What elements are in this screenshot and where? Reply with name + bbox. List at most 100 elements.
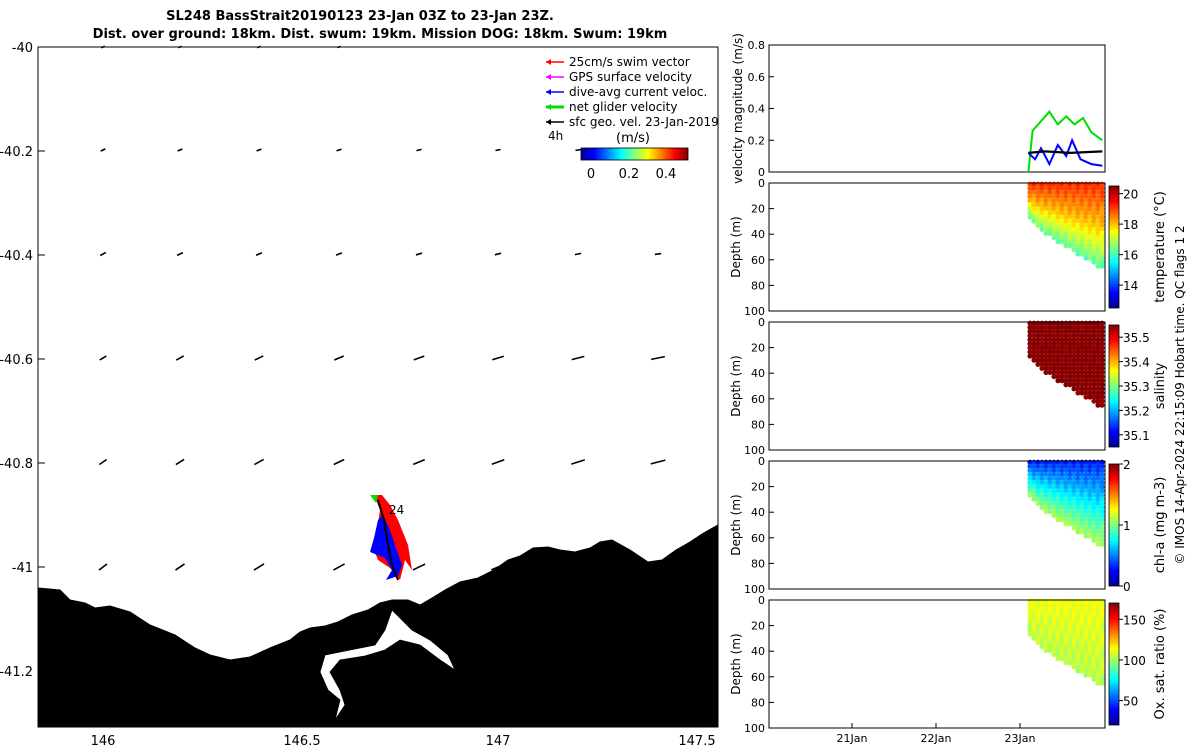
profile-point bbox=[1095, 463, 1101, 469]
profile-point bbox=[1099, 508, 1105, 515]
profile-point bbox=[1075, 337, 1081, 343]
profile-point bbox=[1059, 222, 1065, 228]
profile-point bbox=[1079, 512, 1085, 519]
legend-label: net glider velocity bbox=[569, 100, 677, 114]
lon-tick-label: 147.5 bbox=[678, 734, 715, 749]
profile-point bbox=[1059, 627, 1065, 633]
profile-point bbox=[1059, 651, 1065, 658]
profile-point bbox=[1095, 394, 1101, 400]
profile-point bbox=[1067, 198, 1073, 204]
profile-point bbox=[1083, 332, 1089, 339]
profile-point bbox=[1035, 324, 1041, 330]
profile-point bbox=[1055, 328, 1061, 335]
profile-point bbox=[1043, 214, 1049, 220]
profile-point bbox=[1063, 521, 1069, 527]
profile-point bbox=[1071, 189, 1077, 196]
profile-point bbox=[1083, 651, 1089, 658]
profile-point bbox=[1083, 467, 1089, 474]
profile-point bbox=[1051, 222, 1057, 228]
profile-point bbox=[1099, 623, 1105, 629]
profile-point bbox=[1059, 198, 1065, 204]
profile-point bbox=[1055, 365, 1061, 371]
profile-point bbox=[1095, 373, 1101, 380]
profile-point bbox=[1075, 517, 1081, 523]
profile-point bbox=[1087, 533, 1093, 539]
profile-point bbox=[1039, 365, 1045, 371]
legend-label: GPS surface velocity bbox=[569, 70, 692, 84]
profile-point bbox=[1051, 332, 1057, 339]
profile-point bbox=[1083, 239, 1089, 245]
profile-point bbox=[1075, 484, 1081, 490]
profile-point bbox=[1035, 606, 1041, 613]
profile-point bbox=[1043, 606, 1049, 613]
profile-point bbox=[1035, 189, 1041, 196]
profile-point bbox=[1091, 206, 1097, 212]
profile-point bbox=[1087, 251, 1093, 257]
profile-point bbox=[1087, 210, 1093, 216]
profile-point bbox=[1087, 394, 1093, 400]
profile-point bbox=[1063, 341, 1069, 347]
profile-point bbox=[1087, 508, 1093, 515]
map-frame bbox=[37, 46, 719, 728]
profile-point bbox=[1039, 496, 1045, 502]
profile-point bbox=[1035, 467, 1041, 474]
profile-point bbox=[1083, 619, 1089, 625]
profile-point bbox=[1075, 332, 1081, 339]
profile-point bbox=[1055, 615, 1061, 621]
profile-point bbox=[1035, 353, 1041, 359]
profile-point bbox=[1055, 357, 1061, 363]
profile-point bbox=[1051, 467, 1057, 474]
profile-point bbox=[1063, 471, 1069, 478]
profile-point bbox=[1091, 218, 1097, 224]
profile-point bbox=[1059, 512, 1065, 519]
profile-point bbox=[1095, 247, 1101, 253]
profile-point bbox=[1083, 185, 1089, 191]
depth-tick-label: 80 bbox=[751, 418, 765, 431]
profile-point bbox=[1071, 210, 1077, 216]
profile-point bbox=[1079, 361, 1085, 367]
profile-point bbox=[1055, 234, 1061, 241]
profile-point bbox=[1059, 378, 1065, 384]
profile-point bbox=[1099, 672, 1105, 678]
profile-point bbox=[1055, 218, 1061, 224]
profile-point bbox=[1055, 480, 1061, 486]
profile-point bbox=[1083, 606, 1089, 613]
profile-point bbox=[1063, 214, 1069, 220]
profile-point bbox=[1063, 467, 1069, 474]
profile-point bbox=[1059, 218, 1065, 224]
profile-point bbox=[1051, 198, 1057, 204]
profile-point bbox=[1039, 492, 1045, 498]
profile-point bbox=[1059, 234, 1065, 241]
profile-point bbox=[1027, 484, 1033, 490]
profile-point bbox=[1075, 230, 1081, 237]
lon-tick-label: 146.5 bbox=[283, 734, 320, 749]
profile-point bbox=[1063, 476, 1069, 482]
profile-point bbox=[1035, 627, 1041, 633]
profile-point bbox=[1031, 610, 1037, 617]
profile-point bbox=[1075, 668, 1081, 674]
profile-point bbox=[1067, 234, 1073, 241]
depth-tick-label: 60 bbox=[751, 671, 765, 684]
profile-point bbox=[1095, 631, 1101, 637]
geo-velocity-arrow bbox=[571, 355, 585, 361]
profile-point bbox=[1051, 349, 1057, 355]
profile-point bbox=[1055, 606, 1061, 613]
profile-point bbox=[1067, 218, 1073, 224]
profile-point bbox=[1083, 480, 1089, 486]
profile-point bbox=[1075, 324, 1081, 330]
profile-point bbox=[1087, 202, 1093, 208]
profile-point bbox=[1087, 467, 1093, 474]
profile-point bbox=[1075, 647, 1081, 654]
profile-point bbox=[1091, 471, 1097, 478]
profile-point bbox=[1027, 488, 1033, 494]
profile-point bbox=[1055, 206, 1061, 212]
profile-point bbox=[1063, 382, 1069, 388]
time-tick-label: 21Jan bbox=[837, 732, 868, 745]
geo-velocity-arrow bbox=[253, 563, 265, 571]
profile-point bbox=[1047, 210, 1053, 216]
profile-point bbox=[1075, 357, 1081, 363]
profile-point bbox=[1083, 365, 1089, 371]
profile-point bbox=[1079, 353, 1085, 359]
colorbar-tick-label: 14 bbox=[1123, 279, 1138, 293]
